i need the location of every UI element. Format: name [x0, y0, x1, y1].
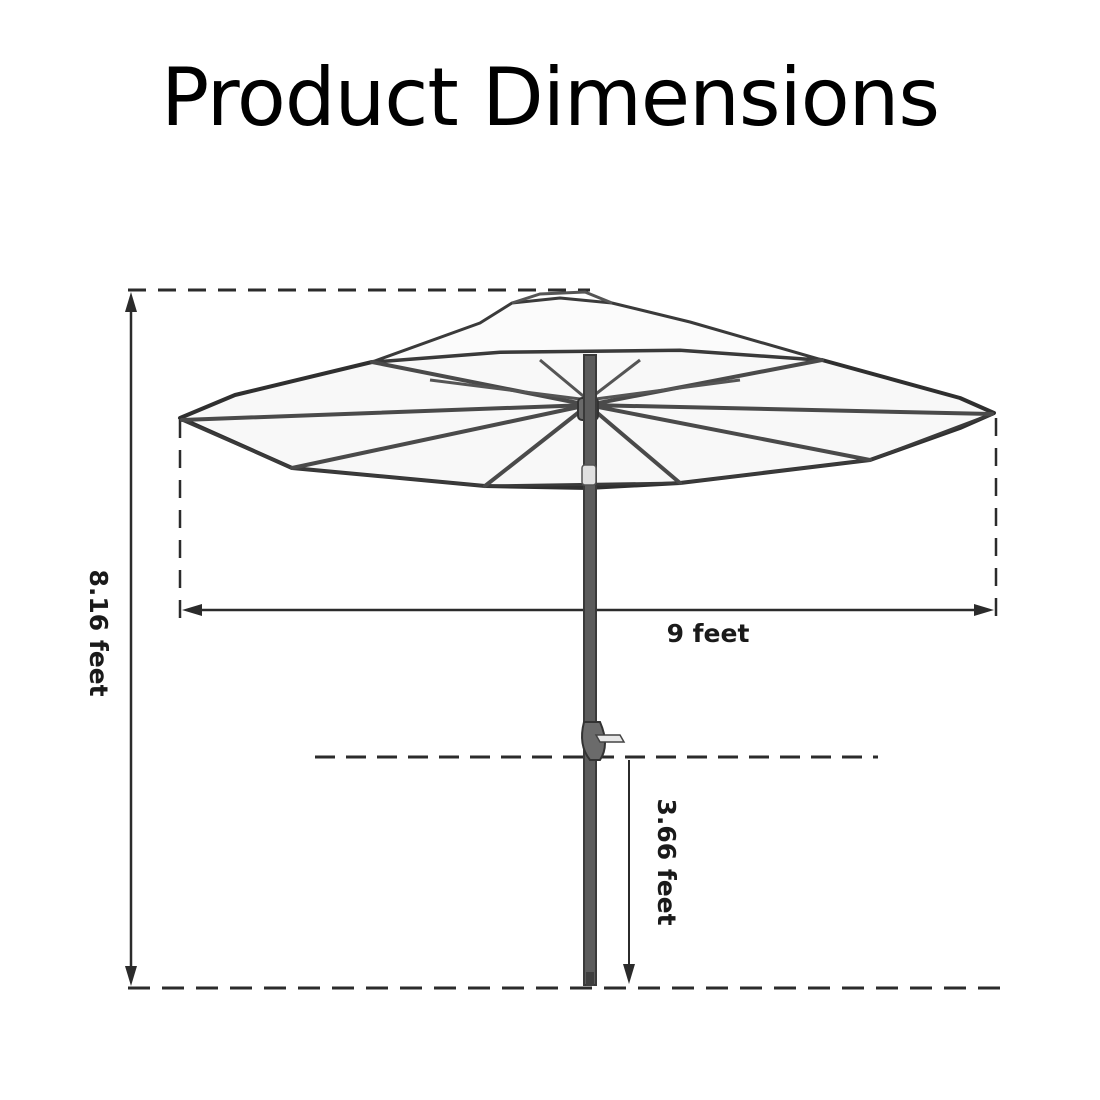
height-arrow-top [125, 292, 137, 312]
rib-1 [180, 403, 590, 422]
crank-handle [594, 734, 626, 743]
umbrella-vent-cap [511, 290, 613, 305]
width-arrow-left [182, 604, 202, 616]
height-label: 8.16 feet [84, 569, 113, 696]
rib-2 [290, 403, 590, 470]
tilt-button [581, 464, 597, 486]
rib-4 [586, 403, 682, 485]
umbrella-illustration [178, 290, 996, 986]
width-label: 9 feet [667, 619, 750, 648]
stretcher-2 [539, 358, 589, 402]
umbrella-pole [583, 354, 597, 986]
rib-6 [586, 403, 994, 416]
pole-bottom-cap [586, 972, 594, 986]
crank-arrow-bottom [623, 964, 635, 984]
rib-8 [586, 358, 824, 407]
crank-housing [581, 721, 606, 761]
stretcher-1 [429, 378, 589, 402]
rib-7 [370, 360, 590, 407]
height-arrow-bottom [125, 966, 137, 986]
umbrella-vent [370, 296, 824, 364]
rib-5 [586, 403, 872, 462]
crank-height-label: 3.66 feet [652, 798, 681, 925]
umbrella-ribs [180, 358, 994, 488]
page-title: Product Dimensions [160, 51, 940, 144]
width-arrow-right [974, 604, 994, 616]
rib-3 [483, 403, 590, 488]
stretcher-4 [587, 378, 741, 402]
